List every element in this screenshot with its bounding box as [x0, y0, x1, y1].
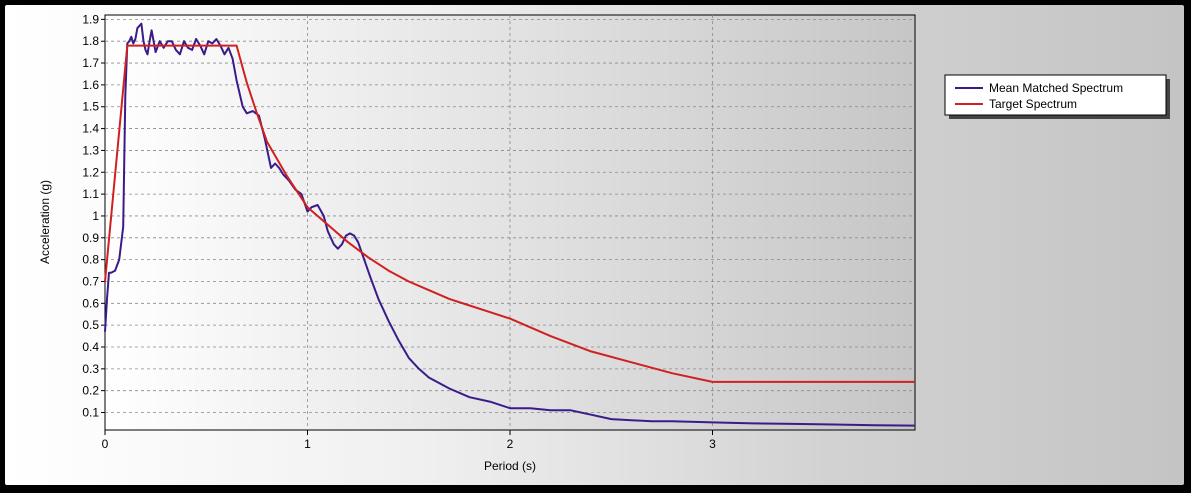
y-tick-label: 1.2 [82, 165, 99, 179]
legend-box [944, 74, 1167, 116]
chart-panel: 0.1 0.2 0.3 0.4 0.5 0.6 0.7 0.8 0.9 1 1.1 1.2 1.3 1.4… [5, 5, 1184, 485]
y-tick-label: 0.9 [82, 231, 99, 245]
x-tick-label: 3 [709, 437, 716, 451]
y-tick-label: 0.4 [82, 340, 99, 354]
legend: Mean Matched Spectrum Target Spectrum [944, 74, 1170, 119]
grid [105, 15, 915, 430]
series-line-target [104, 44, 915, 383]
y-tick-label: 1.3 [82, 143, 99, 157]
x-tick-label: 1 [304, 437, 311, 451]
y-tick-label: 0.3 [82, 362, 99, 376]
y-tick-label: 1.7 [82, 56, 99, 70]
y-axis-title: Acceleration (g) [38, 180, 52, 264]
plot-area [104, 14, 916, 431]
x-axis-ticks: 0 1 2 3 [102, 430, 716, 451]
y-tick-label: 0.7 [82, 274, 99, 288]
y-tick-label: 0.6 [82, 296, 99, 310]
y-tick-label: 0.1 [82, 406, 99, 420]
chart: 0.1 0.2 0.3 0.4 0.5 0.6 0.7 0.8 0.9 1 1.1 1.2 1.3 1.4… [38, 12, 1170, 473]
y-tick-label: 0.2 [82, 384, 99, 398]
y-tick-label: 1.1 [82, 187, 99, 201]
series-group [104, 22, 916, 427]
y-tick-label: 0.8 [82, 253, 99, 267]
x-tick-label: 0 [102, 437, 109, 451]
y-tick-label: 1 [92, 209, 99, 223]
x-axis-title: Period (s) [484, 459, 536, 473]
y-tick-label: 1.8 [82, 34, 99, 48]
y-tick-label: 1.6 [82, 78, 99, 92]
y-tick-label: 1.4 [82, 122, 99, 136]
y-tick-label: 1.9 [82, 12, 99, 26]
x-tick-label: 2 [507, 437, 514, 451]
legend-label-target: Target Spectrum [989, 97, 1077, 111]
y-axis-ticks: 0.1 0.2 0.3 0.4 0.5 0.6 0.7 0.8 0.9 1 1.1 1.2 1.3 1.4… [82, 12, 105, 420]
y-tick-label: 0.5 [82, 318, 99, 332]
legend-label-mean-matched: Mean Matched Spectrum [989, 81, 1123, 95]
y-tick-label: 1.5 [82, 100, 99, 114]
series-line-mean-matched [104, 22, 916, 427]
